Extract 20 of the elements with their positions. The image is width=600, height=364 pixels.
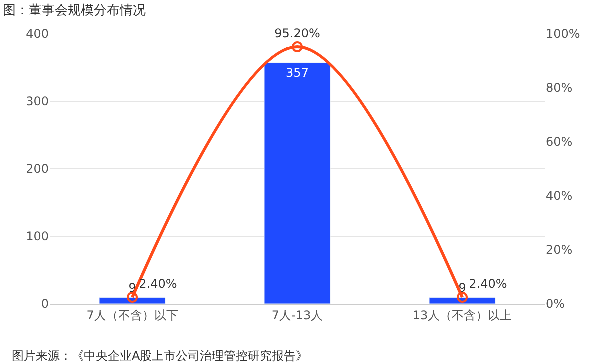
y2-tick-label: 20% — [546, 243, 573, 258]
y2-tick-label: 100% — [546, 27, 580, 42]
y2-tick-label: 80% — [546, 81, 573, 96]
data-label: 95.20% — [274, 26, 320, 40]
y2-tick-label: 60% — [546, 135, 573, 150]
y-tick-label: 100 — [26, 230, 49, 244]
chart-title: 图：董事会规模分布情况 — [3, 4, 146, 19]
x-tick-label: 7人-13人 — [272, 308, 324, 322]
x-tick-label: 13人（不含）以上 — [412, 308, 512, 322]
y2-tick-label: 40% — [546, 189, 573, 204]
data-label: 2.40% — [139, 276, 178, 291]
y-tick-label: 200 — [26, 162, 49, 176]
data-label: 357 — [286, 66, 309, 80]
y-tick-label: 400 — [26, 27, 49, 42]
text: 图片来源：《中央企业A股上市公司治理管控研究报告》 — [12, 349, 308, 363]
data-label: 2.40% — [469, 276, 508, 291]
y2-tick-label: 0% — [546, 297, 566, 312]
y-tick-label: 0 — [41, 297, 49, 312]
y-tick-label: 300 — [26, 94, 49, 109]
x-tick-label: 7人（不含）以下 — [86, 308, 178, 322]
